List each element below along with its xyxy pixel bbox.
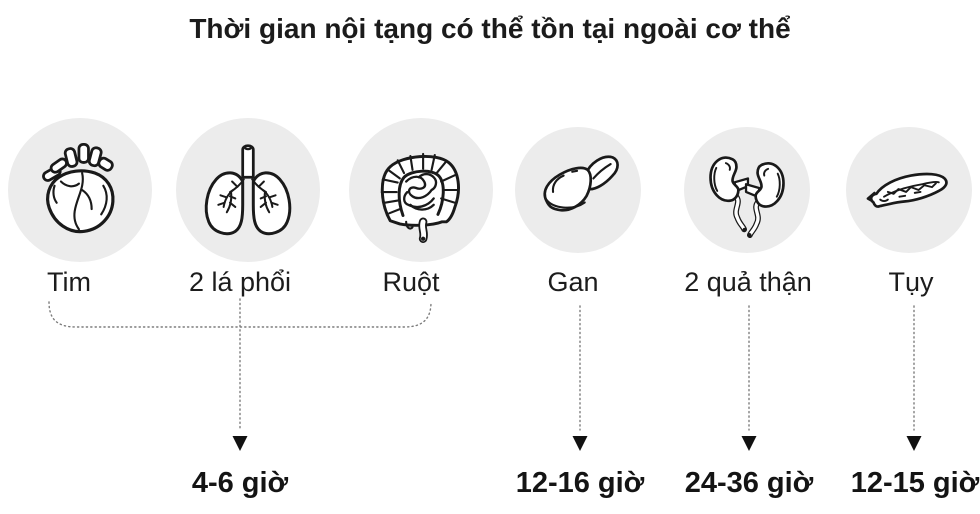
organ-circle-liver [515,127,641,253]
kidneys-icon [709,156,785,238]
duration-label-kidneys: 24-36 giờ [684,467,814,499]
group-bracket [48,301,432,328]
organ-circle-pancreas [846,127,972,253]
organ-label-heart: Tim [47,267,91,297]
organ-label-kidneys: 2 quả thận [684,267,812,297]
intestines-icon [380,152,460,243]
pancreas-icon [866,172,948,208]
arrow-down-icon [572,436,588,451]
arrow-down-icon [906,436,922,451]
organ-label-pancreas: Tụy [888,267,934,297]
organ-circle-intestines [349,118,493,262]
lungs-icon [204,144,292,236]
page-title: Thời gian nội tạng có thể tồn tại ngoài … [189,13,791,44]
liver-icon [543,155,619,212]
organ-label-lungs: 2 lá phổi [188,267,292,297]
connector-lines [48,298,922,451]
duration-label-liver: 12-16 giờ [515,467,645,499]
duration-label-pancreas: 12-15 giờ [850,467,980,499]
organ-circle-lungs [176,118,320,262]
organ-circle-heart [8,118,152,262]
organ-circle-kidneys [684,127,810,253]
organ-label-intestines: Ruột [382,267,440,297]
organ-label-liver: Gan [547,267,599,297]
arrow-down-icon [232,436,248,451]
heart-icon [42,143,115,234]
duration-label-group: 4-6 giờ [191,467,289,499]
arrow-down-icon [741,436,757,451]
